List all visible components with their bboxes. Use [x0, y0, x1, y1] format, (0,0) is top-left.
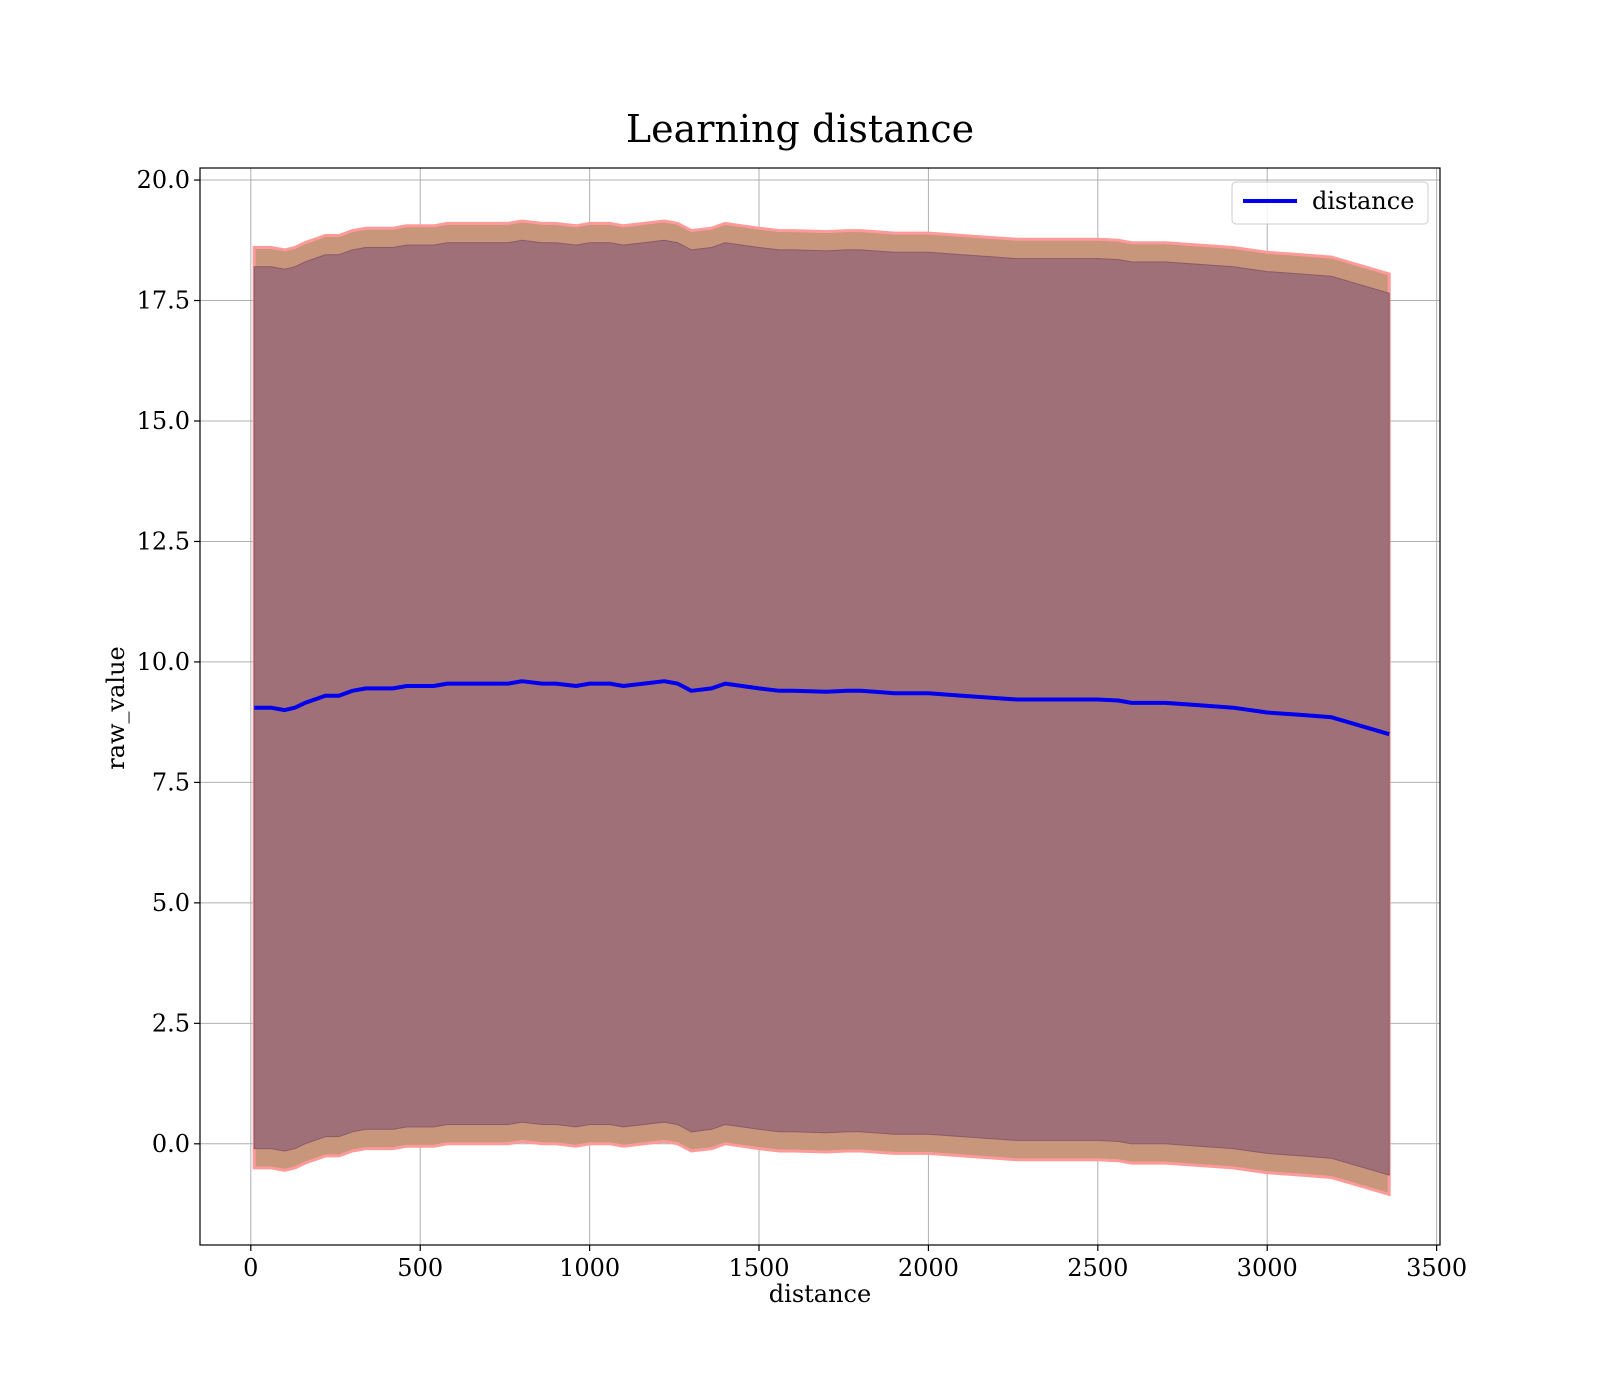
x-tick-label: 0 — [243, 1254, 258, 1282]
chart-title: Learning distance — [626, 107, 974, 151]
x-tick-label: 1500 — [728, 1254, 789, 1282]
confidence-bands — [252, 219, 1391, 1197]
x-tick-label: 2000 — [898, 1254, 959, 1282]
legend-box — [1231, 181, 1429, 225]
x-tick-label: 2500 — [1067, 1254, 1128, 1282]
y-tick-label: 17.5 — [137, 287, 190, 315]
x-axis-label: distance — [769, 1280, 871, 1308]
y-axis-label: raw_value — [102, 646, 130, 770]
y-tick-label: 10.0 — [137, 648, 190, 676]
legend-label-distance: distance — [1312, 187, 1414, 215]
x-tick-label: 500 — [397, 1254, 443, 1282]
y-tick-label: 7.5 — [152, 768, 190, 796]
series-line-distance — [254, 679, 1390, 737]
y-tick-label: 20.0 — [137, 166, 190, 194]
x-tick-label: 3500 — [1406, 1254, 1467, 1282]
inner-confidence-band — [253, 239, 1390, 1176]
x-tick-label: 1000 — [559, 1254, 620, 1282]
y-tick-label: 0.0 — [152, 1130, 190, 1158]
y-tick-label: 2.5 — [152, 1009, 190, 1037]
y-tick-label: 12.5 — [137, 527, 190, 555]
y-axis-ticks: 0.0 2.5 5.0 7.5 10.0 12.5 15.0 17.5 20.0 — [137, 166, 200, 1158]
series-lines — [254, 679, 1390, 737]
y-tick-label: 5.0 — [152, 889, 190, 917]
x-tick-label: 3000 — [1237, 1254, 1298, 1282]
x-axis-ticks: 0 500 1000 1500 2000 2500 3000 3500 — [243, 1245, 1467, 1282]
plot-frame — [199, 167, 1441, 1246]
legend: distance — [1231, 181, 1429, 225]
y-tick-label: 15.0 — [137, 407, 190, 435]
